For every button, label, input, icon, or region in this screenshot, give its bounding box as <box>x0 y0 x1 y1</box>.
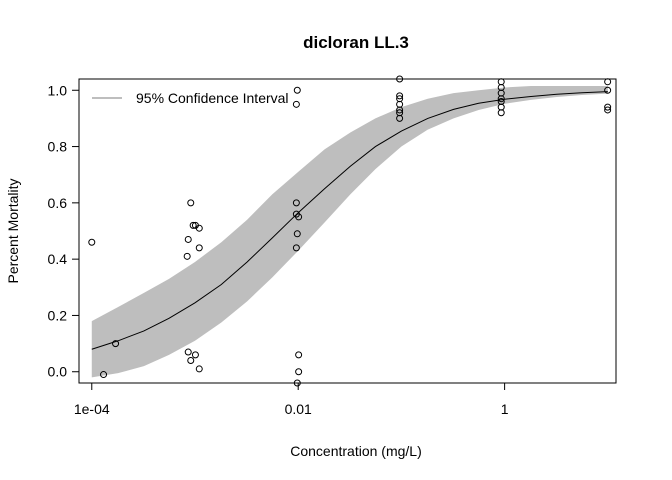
data-point <box>497 103 505 111</box>
x-tick-label: 1e-04 <box>74 401 110 417</box>
data-point <box>187 199 195 207</box>
legend-label-ci: 95% Confidence Interval <box>136 90 289 106</box>
data-point <box>183 252 191 260</box>
plot-area <box>88 75 612 387</box>
y-axis: 0.0 0.2 0.4 0.6 0.8 1.0 <box>48 82 79 380</box>
chart-title: dicloran LL.3 <box>303 33 409 52</box>
data-point <box>184 235 192 243</box>
plot-frame <box>78 78 617 384</box>
y-tick-label: 0.6 <box>48 195 68 211</box>
x-axis: 1e-04 0.01 1 <box>74 383 509 417</box>
data-point <box>396 100 404 108</box>
data-point <box>604 103 612 111</box>
y-tick-label: 1.0 <box>48 82 68 98</box>
fitted-curve <box>91 91 608 350</box>
data-point <box>292 244 300 252</box>
data-point <box>396 114 404 122</box>
data-point <box>396 106 404 114</box>
x-tick-label: 1 <box>501 401 509 417</box>
data-point <box>195 365 203 373</box>
data-point <box>295 213 303 221</box>
x-tick-label: 0.01 <box>285 401 312 417</box>
data-point <box>396 92 404 100</box>
data-point <box>112 340 120 348</box>
data-point <box>497 78 505 86</box>
data-point <box>604 86 612 94</box>
data-point <box>293 230 301 238</box>
data-point <box>191 351 199 359</box>
y-axis-label: Percent Mortality <box>5 178 21 283</box>
y-tick-label: 0.2 <box>48 307 68 323</box>
data-point <box>292 199 300 207</box>
y-tick-label: 0.4 <box>48 251 68 267</box>
data-point <box>295 368 303 376</box>
data-point <box>604 106 612 114</box>
data-point <box>497 109 505 117</box>
data-point <box>292 100 300 108</box>
data-point <box>293 86 301 94</box>
data-point <box>189 221 197 229</box>
data-point <box>604 78 612 86</box>
data-point <box>187 356 195 364</box>
data-point <box>497 95 505 103</box>
data-point <box>100 371 108 379</box>
data-point <box>195 224 203 232</box>
data-point <box>184 348 192 356</box>
x-axis-label: Concentration (mg/L) <box>290 443 422 459</box>
data-point <box>195 244 203 252</box>
y-tick-label: 0.8 <box>48 139 68 155</box>
data-point <box>88 238 96 246</box>
legend: 95% Confidence Interval <box>92 90 289 106</box>
y-tick-label: 0.0 <box>48 364 68 380</box>
data-point <box>295 351 303 359</box>
confidence-band <box>91 86 608 378</box>
